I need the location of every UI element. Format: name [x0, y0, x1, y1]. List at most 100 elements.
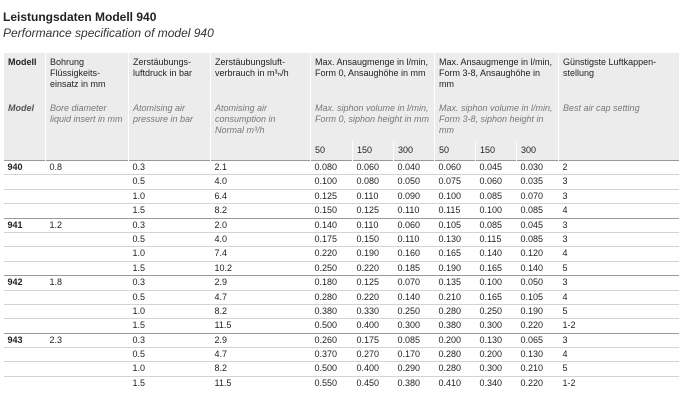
data-cell: 0.280 — [434, 347, 476, 362]
data-row: 0.5 4.0 0.175 0.150 0.110 0.130 0.115 0.085 3 — [3, 231, 679, 247]
data-cell: 0.5 — [128, 289, 211, 305]
data-cell: 0.125 — [310, 188, 353, 204]
data-cell: 0.040 — [393, 159, 435, 175]
subtitle: Performance specification of model 940 — [3, 26, 214, 40]
data-cell: 0.105 — [516, 289, 559, 305]
data-cell: 0.070 — [393, 275, 435, 291]
data-row: 943 2.3 0.3 2.9 0.260 0.175 0.085 0.200 0.130 0.0… — [3, 332, 679, 348]
data-row: 1.5 10.2 0.250 0.220 0.185 0.190 0.165 0.140 5 — [3, 260, 679, 276]
data-cell: 0.075 — [434, 174, 476, 190]
data-cell: 0.500 — [310, 318, 353, 334]
data-cell: 0.550 — [310, 375, 353, 391]
data-row: 1.0 8.2 0.500 0.400 0.290 0.280 0.300 0.210 5 — [3, 361, 679, 377]
title: Leistungsdaten Modell 940 — [3, 10, 157, 24]
cell — [45, 188, 129, 204]
data-cell: 0.120 — [516, 246, 559, 262]
header-row: Modell Bohrung Flüssigkeits-einsatz in mm… — [3, 53, 679, 99]
cell — [45, 289, 129, 305]
cell — [45, 347, 129, 362]
data-cell: 3 — [558, 217, 679, 233]
spec-table: Modell Bohrung Flüssigkeits-einsatz in mm… — [3, 53, 679, 391]
model-cell: 941 — [3, 217, 46, 233]
data-cell: 0.300 — [393, 318, 435, 334]
data-cell: 6.4 — [210, 188, 311, 204]
data-cell: 0.140 — [475, 246, 517, 262]
data-cell: 3 — [558, 174, 679, 190]
header-cell: Max. Ansaugmenge in l/min, Form 3-8, Ans… — [433, 53, 559, 99]
data-cell: 4 — [558, 289, 679, 305]
data-cell: 0.190 — [516, 303, 559, 319]
data-cell: 0.380 — [434, 318, 476, 334]
data-cell: 1.0 — [128, 303, 211, 319]
header-cell — [3, 141, 46, 161]
data-cell: 0.3 — [128, 332, 211, 348]
data-cell: 2 — [558, 159, 679, 175]
data-cell: 0.130 — [516, 347, 559, 362]
data-cell: 0.250 — [475, 303, 517, 319]
cell — [3, 246, 46, 262]
data-cell: 0.210 — [434, 289, 476, 305]
data-cell: 8.2 — [210, 361, 311, 377]
data-cell: 0.035 — [516, 174, 559, 190]
data-cell: 0.115 — [434, 203, 476, 219]
data-cell: 0.450 — [352, 375, 394, 391]
header-cell: Bohrung Flüssigkeits-einsatz in mm — [45, 53, 129, 99]
data-cell: 0.220 — [516, 375, 559, 391]
height-cell: 300 — [393, 141, 435, 161]
data-cell: 0.500 — [310, 361, 353, 377]
cell — [3, 188, 46, 204]
data-cell: 0.100 — [310, 174, 353, 190]
data-cell: 0.030 — [516, 159, 559, 175]
data-cell: 0.060 — [352, 159, 394, 175]
data-cell: 0.115 — [475, 231, 517, 247]
data-row: 0.5 4.7 0.280 0.220 0.140 0.210 0.165 0.105 4 — [3, 289, 679, 305]
data-cell: 0.220 — [352, 260, 394, 276]
data-cell: 4.0 — [210, 174, 311, 190]
header-cell: Atomising air consumption in Normal m³/h — [210, 99, 311, 141]
data-cell: 0.200 — [475, 347, 517, 362]
data-cell: 0.045 — [516, 217, 559, 233]
data-cell: 0.140 — [393, 289, 435, 305]
cell — [3, 347, 46, 362]
data-cell: 0.340 — [475, 375, 517, 391]
data-cell: 0.370 — [310, 347, 353, 362]
data-row: 940 0.8 0.3 2.1 0.080 0.060 0.040 0.060 0.045 0.0… — [3, 159, 679, 175]
cell — [3, 174, 46, 190]
data-row: 1.0 8.2 0.380 0.330 0.250 0.280 0.250 0.190 5 — [3, 303, 679, 319]
data-cell: 2.0 — [210, 217, 311, 233]
data-cell: 0.125 — [352, 275, 394, 291]
header-cell: Zerstäubungs-luftdruck in bar — [128, 53, 211, 99]
data-cell: 0.220 — [352, 289, 394, 305]
data-cell: 0.135 — [434, 275, 476, 291]
header-cell: Best air cap setting — [558, 99, 679, 141]
data-row: 0.5 4.0 0.100 0.080 0.050 0.075 0.060 0.035 3 — [3, 174, 679, 190]
model-cell: 940 — [3, 159, 46, 175]
data-cell: 0.400 — [352, 318, 394, 334]
data-cell: 0.3 — [128, 217, 211, 233]
data-cell: 8.2 — [210, 303, 311, 319]
data-cell: 0.220 — [310, 246, 353, 262]
data-cell: 5 — [558, 303, 679, 319]
data-cell: 1.5 — [128, 260, 211, 276]
data-cell: 0.175 — [310, 231, 353, 247]
data-cell: 0.300 — [475, 361, 517, 377]
cell — [3, 203, 46, 219]
data-cell: 1-2 — [558, 318, 679, 334]
height-cell: 50 — [434, 141, 476, 161]
data-cell: 0.085 — [516, 231, 559, 247]
header-cell: Max. Ansaugmenge in l/min, Form 0, Ansau… — [310, 53, 435, 99]
data-cell: 0.170 — [393, 347, 435, 362]
cell — [45, 375, 129, 391]
data-cell: 0.140 — [516, 260, 559, 276]
data-cell: 4 — [558, 203, 679, 219]
data-cell: 1.5 — [128, 375, 211, 391]
data-cell: 1.0 — [128, 361, 211, 377]
data-cell: 0.140 — [310, 217, 353, 233]
data-cell: 0.150 — [352, 231, 394, 247]
cell — [3, 361, 46, 377]
cell — [45, 246, 129, 262]
cell — [3, 303, 46, 319]
bore-cell: 1.8 — [45, 275, 129, 291]
header-cell: Atomising air pressure in bar — [128, 99, 211, 141]
header-cell: Zerstäubungsluft-verbrauch in m³ₙ/h — [210, 53, 311, 99]
